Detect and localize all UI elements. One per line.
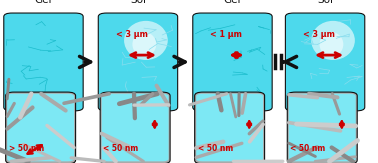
FancyBboxPatch shape bbox=[4, 13, 83, 111]
FancyBboxPatch shape bbox=[290, 101, 295, 104]
FancyBboxPatch shape bbox=[196, 94, 263, 161]
FancyBboxPatch shape bbox=[198, 101, 203, 104]
Text: < 3 μm: < 3 μm bbox=[116, 30, 148, 39]
FancyBboxPatch shape bbox=[285, 13, 365, 111]
Text: Gel: Gel bbox=[224, 0, 241, 5]
FancyBboxPatch shape bbox=[195, 92, 265, 163]
Text: < 50 nm: < 50 nm bbox=[198, 144, 233, 153]
FancyBboxPatch shape bbox=[98, 13, 178, 111]
Text: < 1 μm: < 1 μm bbox=[210, 30, 242, 39]
Ellipse shape bbox=[311, 21, 355, 60]
Text: Sol: Sol bbox=[130, 0, 146, 5]
Text: < 50 nm: < 50 nm bbox=[290, 144, 325, 153]
Text: > 50 nm: > 50 nm bbox=[9, 144, 44, 153]
FancyBboxPatch shape bbox=[102, 94, 169, 161]
FancyBboxPatch shape bbox=[287, 92, 357, 163]
Text: Gel: Gel bbox=[35, 0, 52, 5]
Ellipse shape bbox=[132, 32, 156, 57]
FancyBboxPatch shape bbox=[289, 94, 356, 161]
FancyBboxPatch shape bbox=[103, 101, 108, 104]
FancyBboxPatch shape bbox=[9, 101, 14, 104]
Ellipse shape bbox=[319, 32, 343, 57]
Ellipse shape bbox=[124, 21, 168, 60]
FancyBboxPatch shape bbox=[100, 92, 170, 163]
FancyBboxPatch shape bbox=[6, 92, 76, 163]
Text: < 50 nm: < 50 nm bbox=[103, 144, 138, 153]
FancyBboxPatch shape bbox=[7, 94, 74, 161]
Text: Sol: Sol bbox=[317, 0, 333, 5]
FancyBboxPatch shape bbox=[193, 13, 272, 111]
Text: < 3 μm: < 3 μm bbox=[303, 30, 335, 39]
